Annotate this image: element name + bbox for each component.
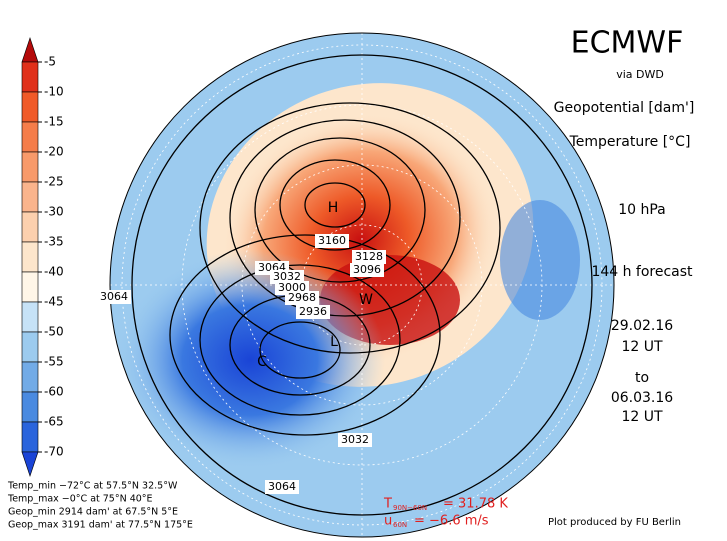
pressure-center: C <box>257 354 267 370</box>
colorbar-segment <box>21 301 39 333</box>
init-date: 29.02.16 <box>611 318 673 334</box>
contour-label: 3032 <box>341 433 369 446</box>
pressure-center: W <box>359 292 373 308</box>
colorbar-label: -60 <box>44 385 64 399</box>
contour-label-bg <box>338 433 372 447</box>
colorbar-label: -5 <box>44 55 56 69</box>
valid-date: 06.03.16 <box>611 390 673 406</box>
colorbar-cap <box>21 37 39 63</box>
colorbar-label: -70 <box>44 445 64 459</box>
forecast: 144 h forecast <box>591 264 693 280</box>
colorbar-label: -20 <box>44 145 64 159</box>
contour-label: 3000 <box>278 281 306 294</box>
contour-label: 3064 <box>268 480 296 493</box>
pressure-center: L <box>330 334 338 350</box>
contour-label-bg <box>352 250 386 264</box>
colorbar-label: -55 <box>44 355 64 369</box>
colorbar-segment <box>21 61 39 93</box>
contour-label: 3096 <box>353 263 381 276</box>
to: to <box>635 370 649 386</box>
contour-label: 3032 <box>273 270 301 283</box>
contour-label-bg <box>265 480 299 494</box>
contour-label-bg <box>296 305 330 319</box>
contour-label: 3064 <box>100 290 128 303</box>
credit: Plot produced by FU Berlin <box>548 517 681 528</box>
colorbar-segment <box>21 181 39 213</box>
variable: Temperature [°C] <box>569 134 691 150</box>
colorbar-label: -45 <box>44 295 64 309</box>
colorbar-label: -65 <box>44 415 64 429</box>
stat: Temp_min −72°C at 57.5°N 32.5°W <box>7 481 178 492</box>
contour-label-bg <box>285 291 319 305</box>
t-symbol: T <box>383 497 392 512</box>
contour-label: 3128 <box>355 250 383 263</box>
colorbar-segment <box>21 241 39 273</box>
contour-label-bg <box>97 290 131 304</box>
stat: Temp_max −0°C at 75°N 40°E <box>7 494 153 505</box>
u-symbol: u <box>384 514 392 529</box>
title: ECMWF <box>571 26 684 61</box>
variable: Geopotential [dam'] <box>554 100 695 116</box>
colorbar-label: -10 <box>44 85 64 99</box>
u-sub: 60N <box>393 521 407 529</box>
t-value: = 31.78 K <box>443 497 508 512</box>
pressure-center: H <box>328 200 339 216</box>
contour-label-bg <box>270 270 304 284</box>
level: 10 hPa <box>618 202 666 218</box>
colorbar-label: -30 <box>44 205 64 219</box>
colorbar-segment <box>21 391 39 423</box>
colorbar-segment <box>21 271 39 303</box>
colorbar-cap <box>21 451 39 477</box>
colorbar-segment <box>21 361 39 393</box>
contour-label: 2968 <box>288 291 316 304</box>
colorbar-label: -35 <box>44 235 64 249</box>
colorbar-label: -25 <box>44 175 64 189</box>
colorbar-label: -40 <box>44 265 64 279</box>
colorbar-segment <box>21 331 39 363</box>
colorbar-segment <box>21 151 39 183</box>
init-time: 12 UT <box>621 339 663 355</box>
contour-label-bg <box>350 263 384 277</box>
contour-label-bg <box>315 234 349 248</box>
t-sub: 90N−60N <box>393 504 427 512</box>
source: via DWD <box>616 68 664 81</box>
valid-time: 12 UT <box>621 409 663 425</box>
colorbar-segment <box>21 421 39 453</box>
contour-label: 2936 <box>299 305 327 318</box>
colorbar-segment <box>21 91 39 123</box>
map <box>110 33 614 537</box>
map-border <box>109 32 615 538</box>
colorbar-segment <box>21 211 39 243</box>
contour-label: 3160 <box>318 234 346 247</box>
colorbar-label: -50 <box>44 325 64 339</box>
stat: Geop_max 3191 dam' at 77.5°N 175°E <box>8 520 193 531</box>
colorbar-label: -15 <box>44 115 64 129</box>
stat: Geop_min 2914 dam' at 67.5°N 5°E <box>8 507 178 518</box>
u-value: = −6.6 m/s <box>414 514 489 529</box>
colorbar-segment <box>21 121 39 153</box>
